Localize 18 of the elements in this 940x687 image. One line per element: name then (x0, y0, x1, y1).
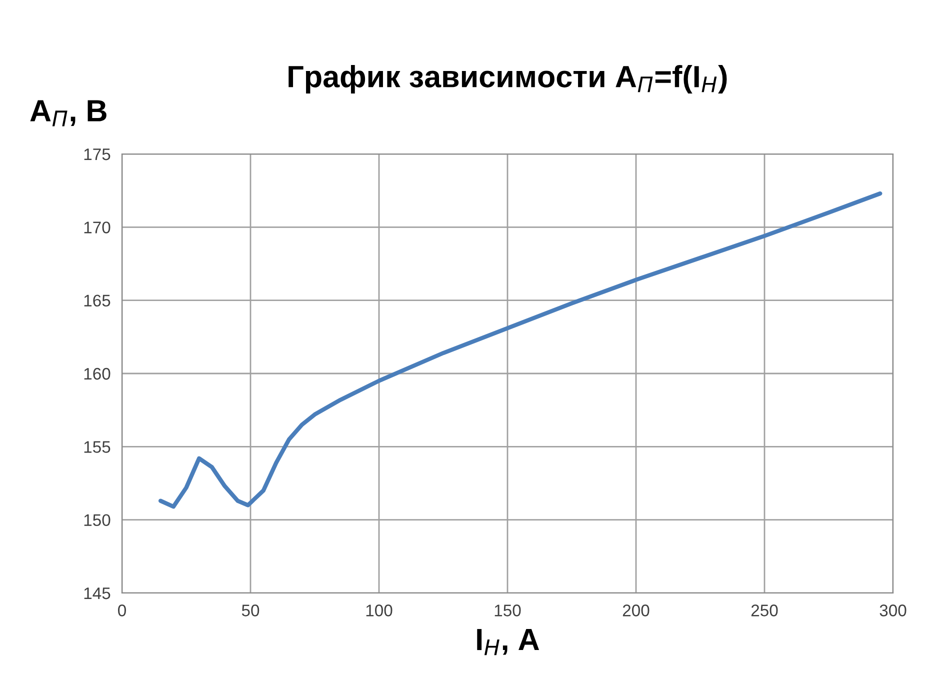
y-tick-label: 165 (84, 294, 110, 307)
x-tick-label: 250 (751, 604, 778, 616)
x-tick-label: 300 (880, 604, 906, 616)
y-tick-label: 145 (84, 588, 110, 600)
y-tick-label: 170 (84, 222, 110, 234)
x-axis-title: I$_{Н}$, А (477, 629, 540, 656)
line-series (158, 191, 882, 509)
x-tick-label: 0 (118, 604, 126, 616)
x-tick-label: 200 (622, 604, 650, 616)
x-tick-label: 150 (494, 604, 521, 616)
y-axis-title: A$_{П}$, В (30, 100, 106, 126)
y-tick-label: 155 (84, 441, 110, 453)
y-tick-label: 160 (84, 368, 110, 380)
x-tick-label: 100 (366, 604, 392, 616)
x-tick-label: 50 (242, 604, 260, 616)
chart-title: График зависимости A$_{П}$=f(I$_{Н}$) (288, 65, 727, 94)
y-tick-label: 175 (84, 148, 110, 160)
y-tick-label: 150 (84, 514, 110, 526)
